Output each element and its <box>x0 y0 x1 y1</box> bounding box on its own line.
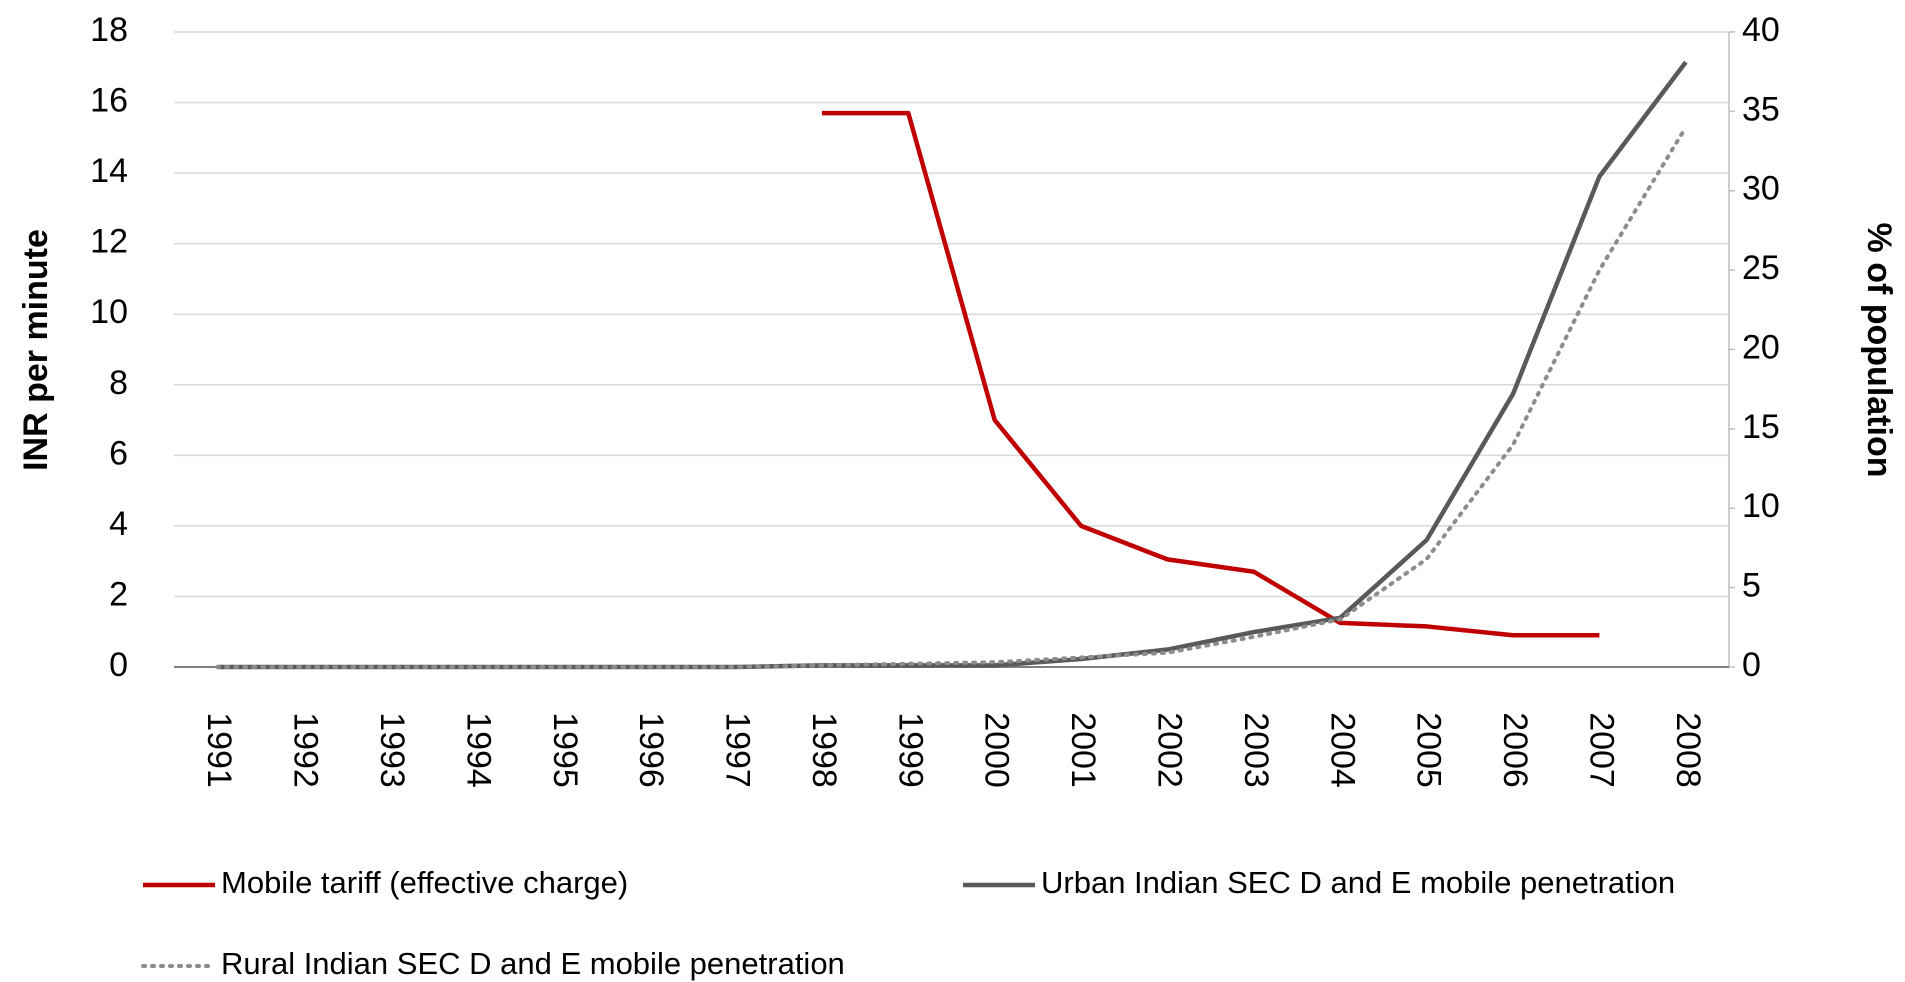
y2-tick-label: 15 <box>1742 408 1780 446</box>
x-tick-label: 1991 <box>200 712 238 788</box>
y-tick-label: 18 <box>90 11 128 49</box>
x-tick-label: 1996 <box>632 712 670 788</box>
x-tick-label: 2007 <box>1582 712 1620 788</box>
y2-tick-label: 5 <box>1742 567 1761 605</box>
x-tick-label: 1993 <box>373 712 411 788</box>
y2-tick-label: 10 <box>1742 487 1780 525</box>
x-tick-label: 2004 <box>1323 712 1361 788</box>
series-line <box>217 60 1688 670</box>
x-tick-label: 2006 <box>1496 712 1534 788</box>
x-tick-label: 2000 <box>978 712 1016 788</box>
y-tick-label: 10 <box>90 293 128 331</box>
x-tick-label: 1997 <box>719 712 757 788</box>
y-tick-label: 0 <box>109 646 128 684</box>
y-axis-title: INR per minute <box>17 229 55 471</box>
y2-tick-label: 20 <box>1742 328 1780 366</box>
legend-label: Urban Indian SEC D and E mobile penetrat… <box>1041 865 1675 900</box>
x-tick-label: 1995 <box>546 712 584 788</box>
y-tick-label: 12 <box>90 223 128 261</box>
y-tick-label: 2 <box>109 575 128 613</box>
y-tick-label: 14 <box>90 152 128 190</box>
series-line <box>821 110 1600 638</box>
series-line <box>215 125 1688 669</box>
y2-tick-label: 40 <box>1742 11 1780 49</box>
x-tick-label: 1999 <box>891 712 929 788</box>
legend-label: Rural Indian SEC D and E mobile penetrat… <box>221 946 845 981</box>
x-tick-label: 1994 <box>459 712 497 788</box>
x-tick-label: 2003 <box>1237 712 1275 788</box>
x-tick-label: 2002 <box>1150 712 1188 788</box>
y2-tick-label: 0 <box>1742 646 1761 684</box>
y2-tick-label: 25 <box>1742 249 1780 287</box>
x-tick-label: 2008 <box>1669 712 1707 788</box>
x-tick-label: 1992 <box>287 712 325 788</box>
y2-tick-label: 35 <box>1742 90 1780 128</box>
y-tick-label: 6 <box>109 434 128 472</box>
legend-label: Mobile tariff (effective charge) <box>221 865 628 900</box>
x-tick-label: 2001 <box>1064 712 1102 788</box>
y-tick-label: 8 <box>109 364 128 402</box>
y2-tick-label: 30 <box>1742 170 1780 208</box>
y-tick-label: 16 <box>90 82 128 120</box>
x-tick-label: 1998 <box>805 712 843 788</box>
x-tick-label: 2005 <box>1410 712 1448 788</box>
y2-axis-title: % of population <box>1860 223 1898 478</box>
y-tick-label: 4 <box>109 505 128 543</box>
